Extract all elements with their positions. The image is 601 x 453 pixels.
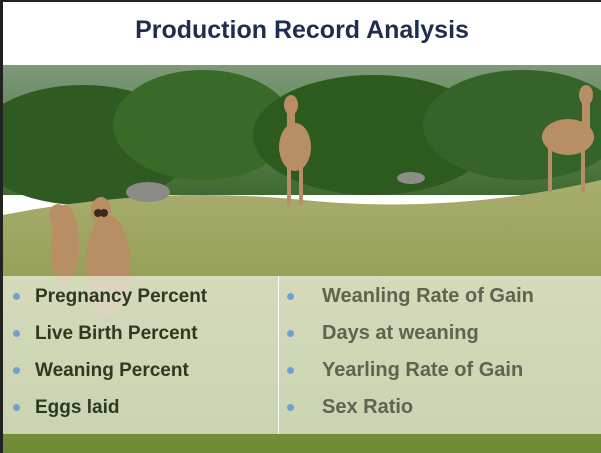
bullet-dot bbox=[287, 330, 294, 337]
bullet-dot bbox=[287, 293, 294, 300]
bullet-dot bbox=[287, 367, 294, 374]
bullet-item: Sex Ratio bbox=[285, 389, 534, 426]
bullet-item: Live Birth Percent bbox=[13, 315, 207, 352]
bullet-text: Sex Ratio bbox=[322, 396, 413, 418]
bullet-item: Pregnancy Percent bbox=[13, 278, 207, 315]
right-bullet-list: Weanling Rate of Gain Days at weaning Year… bbox=[285, 278, 534, 426]
bullet-item: Eggs laid bbox=[13, 389, 207, 426]
bullet-text: Weaning Percent bbox=[35, 360, 189, 381]
bullet-dot bbox=[287, 404, 294, 411]
bullet-dot bbox=[13, 293, 20, 300]
bullet-text: Pregnancy Percent bbox=[35, 286, 207, 307]
slide-title: Production Record Analysis bbox=[3, 2, 601, 64]
bullet-text: Yearling Rate of Gain bbox=[322, 359, 523, 381]
bullet-dot bbox=[13, 404, 20, 411]
bullet-dot bbox=[13, 330, 20, 337]
bullet-text: Days at weaning bbox=[322, 322, 479, 344]
bullet-text: Eggs laid bbox=[35, 397, 119, 418]
bullet-item: Weanling Rate of Gain bbox=[285, 278, 534, 315]
bullet-item: Days at weaning bbox=[285, 315, 534, 352]
bullet-item: Yearling Rate of Gain bbox=[285, 352, 534, 389]
bullet-text: Weanling Rate of Gain bbox=[322, 285, 534, 307]
bullet-text: Live Birth Percent bbox=[35, 323, 198, 344]
bullet-dot bbox=[13, 367, 20, 374]
left-bullet-list: Pregnancy Percent Live Birth Percent Weani… bbox=[13, 278, 207, 426]
column-divider bbox=[278, 276, 279, 434]
bullet-item: Weaning Percent bbox=[13, 352, 207, 389]
slide: Production Record Analysis bbox=[0, 0, 601, 453]
